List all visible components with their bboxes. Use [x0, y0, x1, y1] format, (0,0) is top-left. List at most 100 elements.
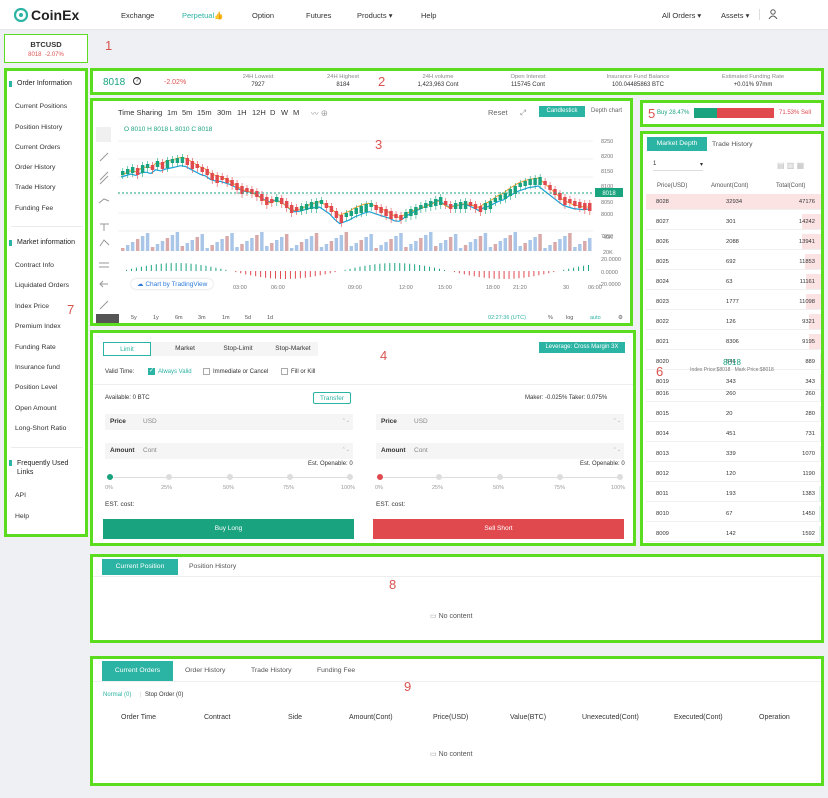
ask-row[interactable]: 8023 1777 11098 — [646, 294, 821, 310]
chart-canvas[interactable]: 8018 8250 8200 8150 8100 8050 8000 7950 — [93, 121, 633, 326]
tab-funding-fee[interactable]: Funding Fee — [317, 667, 356, 674]
buy-price-field[interactable]: Price USD ⌃⌄ — [105, 414, 353, 430]
nav-exchange[interactable]: Exchange — [121, 11, 155, 20]
ask-row[interactable]: 8022 126 9321 — [646, 314, 821, 330]
tab-trade-history[interactable]: Trade History — [712, 141, 753, 148]
normal-orders-filter[interactable]: Normal (0) — [103, 692, 132, 698]
tab-trade-history-orders[interactable]: Trade History — [251, 667, 292, 674]
tab-stop-market[interactable]: Stop-Market — [275, 345, 311, 352]
bid-row[interactable]: 8012 120 1190 — [646, 466, 821, 482]
sidebar-item-premium-index[interactable]: Premium Index — [15, 323, 61, 330]
sidebar-item-contract-info[interactable]: Contract Info — [15, 262, 54, 269]
sell-short-button[interactable]: Sell Short — [373, 519, 624, 539]
tab-limit[interactable]: Limit — [103, 342, 151, 356]
help-icon[interactable]: ? — [133, 77, 141, 85]
candlestick-toggle[interactable]: Candlestick — [539, 106, 585, 117]
bid-row[interactable]: 8016 260 260 — [646, 386, 821, 402]
sell-amount-field[interactable]: Amount Cont ⌃⌄ — [376, 443, 624, 459]
all-orders-menu[interactable]: All Orders ▾ — [662, 11, 702, 20]
ask-row[interactable]: 8020 546 889 — [646, 354, 821, 370]
ask-row[interactable]: 8024 63 11161 — [646, 274, 821, 290]
tab-stop-limit[interactable]: Stop-Limit — [223, 345, 253, 352]
ticker-card[interactable]: BTCUSD 8018 -2.07% — [4, 34, 88, 63]
sidebar-item-funding-fee[interactable]: Funding Fee — [15, 205, 54, 212]
interval-1m[interactable]: 1m — [167, 108, 178, 117]
bid-row[interactable]: 8010 67 1450 — [646, 506, 821, 522]
ask-row[interactable]: 8025 692 11853 — [646, 254, 821, 270]
range-1m: 1m — [222, 315, 230, 321]
buy-amount-field[interactable]: Amount Cont ⌃⌄ — [105, 443, 353, 459]
ask-row[interactable]: 8027 301 14242 — [646, 214, 821, 230]
indicator-icon[interactable]: 〰 ⊕ — [311, 109, 329, 118]
sidebar-item-index-price[interactable]: Index Price — [15, 303, 50, 310]
interval-15m[interactable]: 15m — [197, 108, 212, 117]
nav-futures[interactable]: Futures — [306, 11, 332, 20]
tab-position-history[interactable]: Position History — [189, 563, 237, 570]
tradingview-badge[interactable]: ☁ Chart by TradingView — [131, 279, 214, 289]
layout-icons[interactable]: ▤ ▥ ▦ — [777, 161, 805, 170]
always-valid-checkbox[interactable]: ✓ — [148, 368, 155, 375]
sidebar-item-current-positions[interactable]: Current Positions — [15, 103, 68, 110]
sidebar-item-position-level[interactable]: Position Level — [15, 384, 58, 391]
ask-row[interactable]: 8021 8306 9195 — [646, 334, 821, 350]
depth-bar — [806, 274, 821, 289]
tab-market-depth[interactable]: Market Depth — [647, 137, 707, 151]
buy-slider[interactable] — [107, 474, 353, 480]
ioc-checkbox[interactable] — [203, 368, 210, 375]
sidebar-item-position-history[interactable]: Position History — [15, 124, 63, 131]
interval-5m[interactable]: 5m — [182, 108, 193, 117]
interval-d[interactable]: D — [270, 108, 276, 117]
ask-row[interactable]: 8019 343 343 — [646, 374, 821, 390]
bid-row[interactable]: 8015 20 280 — [646, 406, 821, 422]
sidebar-item-insurance-fund[interactable]: Insurance fund — [15, 364, 60, 371]
nav-help[interactable]: Help — [421, 11, 437, 20]
sidebar-item-funding-rate[interactable]: Funding Rate — [15, 344, 56, 351]
ask-row[interactable]: 8026 2088 13941 — [646, 234, 821, 250]
fullscreen-icon[interactable]: ⤢ — [520, 108, 526, 117]
sidebar-item-open-amount[interactable]: Open Amount — [15, 405, 57, 412]
sidebar-item-current-orders[interactable]: Current Orders — [15, 144, 61, 151]
interval-12h[interactable]: 12H — [252, 108, 266, 117]
depth-chart-toggle[interactable]: Depth chart — [591, 108, 623, 114]
bid-row[interactable]: 8013 339 1070 — [646, 446, 821, 462]
leverage-button[interactable]: Leverage: Cross Margin 3X — [539, 342, 625, 353]
tab-order-history[interactable]: Order History — [185, 667, 226, 674]
bid-row[interactable]: 8009 142 1592 — [646, 526, 821, 542]
interval-time-sharing[interactable]: Time Sharing — [118, 108, 163, 117]
nav-perpetual[interactable]: Perpetual👍 — [182, 11, 224, 20]
interval-1h[interactable]: 1H — [237, 108, 247, 117]
sidebar-item-api[interactable]: API — [15, 492, 26, 499]
group-select[interactable]: 1 ▾ — [653, 161, 703, 171]
tab-market[interactable]: Market — [175, 345, 195, 352]
nav-products[interactable]: Products ▾ — [357, 11, 393, 20]
interval-30m[interactable]: 30m — [217, 108, 232, 117]
transfer-button[interactable]: Transfer — [313, 392, 351, 404]
bid-row[interactable]: 8014 451 731 — [646, 426, 821, 442]
interval-w[interactable]: W — [281, 108, 289, 117]
sidebar-item-liquidated-orders[interactable]: Liquidated Orders — [15, 282, 70, 289]
coinex-logo[interactable]: CoinEx — [14, 7, 79, 23]
user-icon[interactable] — [768, 9, 778, 19]
sidebar-item-long-short-ratio[interactable]: Long-Short Ratio — [15, 425, 67, 432]
ask-row[interactable]: 8028 32934 47176 — [646, 194, 821, 210]
sell-est-cost: EST. cost: — [376, 501, 406, 508]
nav-option[interactable]: Option — [252, 11, 275, 20]
assets-menu[interactable]: Assets ▾ — [721, 11, 750, 20]
sell-slider[interactable] — [377, 474, 623, 480]
tab-current-orders[interactable]: Current Orders — [102, 661, 173, 681]
fok-checkbox[interactable] — [281, 368, 288, 375]
price-chart-panel[interactable]: Time Sharing 1m 5m 15m 30m 1H 12H D W M … — [90, 98, 633, 326]
stop-orders-filter[interactable]: Stop Order (0) — [145, 692, 184, 698]
bid-row[interactable]: 8011 193 1383 — [646, 486, 821, 502]
macd-bar — [429, 266, 431, 271]
sell-price-field[interactable]: Price USD ⌃⌄ — [376, 414, 624, 430]
tab-current-position[interactable]: Current Position — [102, 559, 178, 575]
sidebar-item-order-history[interactable]: Order History — [15, 164, 56, 171]
reset-button[interactable]: Reset — [488, 108, 508, 117]
orders-empty: ▭ No content — [430, 751, 473, 758]
sidebar-item-trade-history[interactable]: Trade History — [15, 184, 56, 191]
volume-bar — [130, 242, 135, 251]
sidebar-item-help[interactable]: Help — [15, 513, 29, 520]
buy-long-button[interactable]: Buy Long — [103, 519, 354, 539]
interval-m[interactable]: M — [293, 108, 300, 117]
